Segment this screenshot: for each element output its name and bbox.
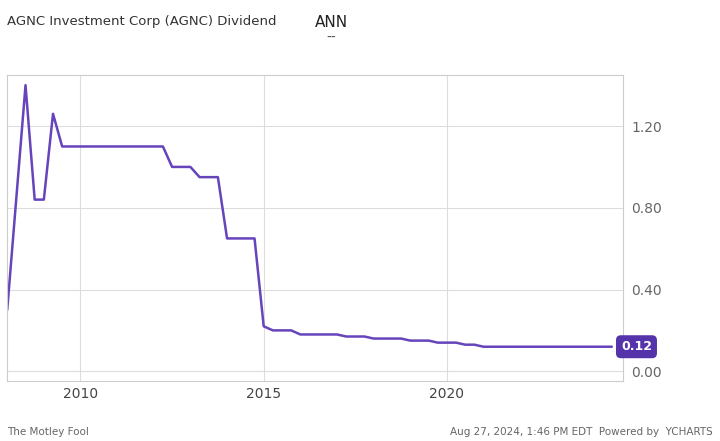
Text: Aug 27, 2024, 1:46 PM EDT  Powered by  YCHARTS: Aug 27, 2024, 1:46 PM EDT Powered by YCH… [450,426,713,437]
Text: 0.12: 0.12 [621,340,652,353]
Text: AGNC Investment Corp (AGNC) Dividend: AGNC Investment Corp (AGNC) Dividend [7,15,276,28]
Text: --: -- [326,31,336,45]
Text: ANN: ANN [315,15,348,30]
Text: The Motley Fool: The Motley Fool [7,426,89,437]
